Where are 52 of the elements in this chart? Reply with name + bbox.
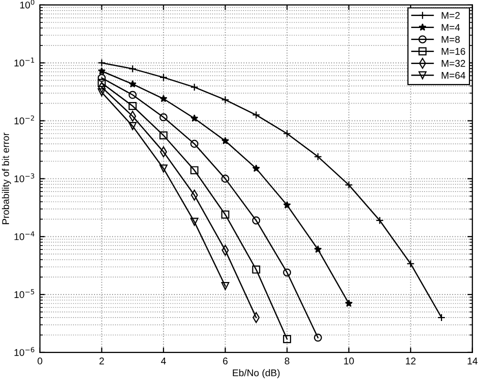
point [314, 245, 322, 253]
point [221, 174, 230, 183]
y-tick-label: 10$^{−3}$ [14, 173, 34, 182]
point [98, 78, 106, 87]
point [98, 74, 106, 82]
point [190, 114, 198, 122]
y-tick-label: 10$^{−6}$ [14, 347, 34, 356]
x-tick-label: 8 [284, 358, 290, 364]
y-axis-title: Probability of bit error [2, 132, 12, 224]
legend-label: M=64 [442, 72, 466, 79]
point [159, 131, 168, 140]
legend-label: M=8 [442, 36, 460, 43]
x-tick-label: 14 [468, 358, 478, 364]
point [159, 113, 168, 122]
point [190, 140, 198, 148]
point [128, 122, 137, 130]
x-axis-title: Eb/No (dB) [232, 369, 280, 378]
point [221, 282, 230, 290]
y-tick-label: 10$^{−1}$ [14, 58, 34, 66]
point [252, 164, 260, 172]
point [190, 166, 198, 174]
point [98, 88, 106, 96]
point [98, 67, 106, 74]
point [252, 216, 260, 224]
x-tick-label: 4 [161, 358, 166, 364]
point [314, 334, 322, 342]
point [128, 102, 137, 110]
x-tick-label: 0 [38, 358, 42, 364]
point [160, 94, 168, 102]
y-tick-label: 10$^{−5}$ [14, 289, 34, 298]
point [283, 335, 292, 344]
legend-label: M=32 [442, 60, 466, 67]
x-tick-label: 6 [223, 358, 228, 364]
point [221, 210, 230, 219]
legend-label: M=16 [442, 48, 466, 55]
point [344, 299, 353, 307]
point [128, 80, 136, 88]
y-tick-label: 10$^{0}$ [20, 0, 34, 8]
y-tick-label: 10$^{−2}$ [14, 115, 34, 124]
point [159, 164, 168, 173]
x-tick-label: 10 [344, 358, 354, 364]
point [190, 218, 198, 226]
point [283, 268, 292, 277]
x-tick-label: 2 [100, 358, 104, 364]
point [221, 136, 230, 144]
legend-label: M=2 [442, 12, 460, 19]
x-tick-label: 12 [406, 358, 416, 364]
point [128, 90, 137, 99]
point [252, 266, 260, 274]
y-tick-label: 10$^{−4}$ [14, 231, 34, 240]
legend-label: M=4 [442, 24, 460, 31]
point [283, 201, 291, 208]
